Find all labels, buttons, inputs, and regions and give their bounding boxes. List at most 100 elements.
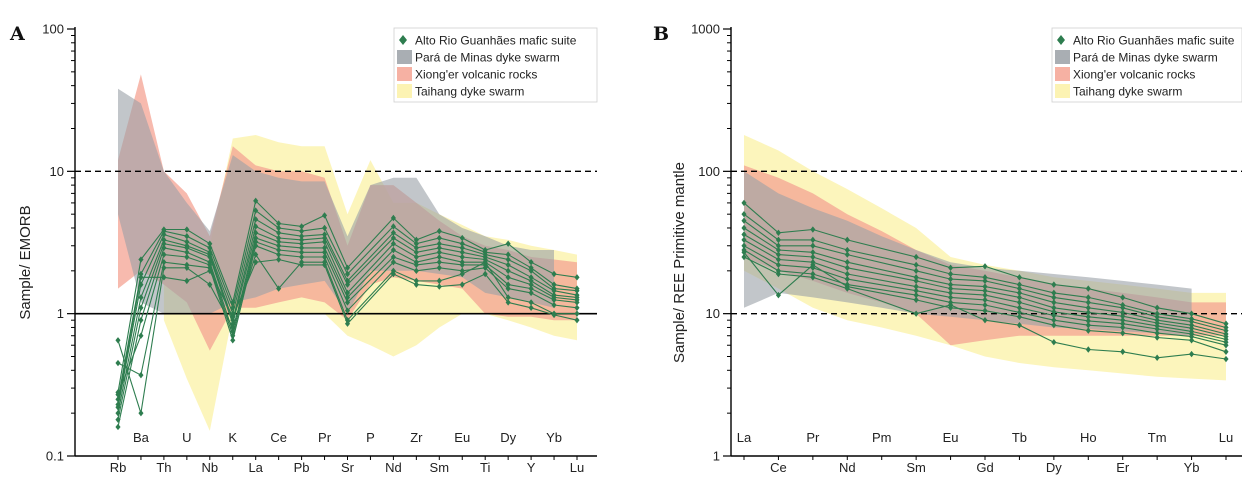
data-point [299,227,305,235]
data-point [1120,316,1126,324]
data-point [1051,281,1057,288]
data-point [184,264,190,272]
data-point [1085,321,1091,329]
data-point [1189,318,1195,325]
x-tick-label: Th [156,460,171,475]
data-point [528,274,534,281]
data-point [459,240,465,247]
data-point [982,307,988,314]
legend-entry: Pará de Minas dyke swarm [1055,50,1218,65]
data-point [551,301,557,309]
y-tick-label: 1000 [691,22,720,37]
data-point [413,261,419,269]
legend: Alto Rio Guanhães mafic suite Pará de Min… [393,27,598,103]
legend: Alto Rio Guanhães mafic suite Pará de Min… [1051,27,1242,103]
data-point [775,236,781,244]
data-point [207,244,213,252]
legend-swatch [397,67,412,81]
y-tick-label: 1 [57,306,64,321]
data-point [913,291,919,299]
data-point [1154,354,1160,361]
data-point [1189,333,1195,340]
data-point [230,313,236,321]
data-point [1016,309,1022,316]
x-tick-label: Ce [270,430,287,445]
data-point [913,277,919,285]
data-point [948,301,954,309]
data-point [775,256,781,263]
y-axis-label: Sample/ REE Primitive mantle [671,162,688,363]
data-point [505,285,511,292]
x-tick-label: Pr [806,430,820,445]
data-point [528,289,534,297]
data-point [207,253,213,261]
data-point [982,263,988,270]
data-point [551,296,557,304]
legend-label: Alto Rio Guanhães mafic suite [1073,34,1235,48]
data-point [413,267,419,275]
legend-swatch [397,84,412,98]
data-point [321,238,328,245]
x-tick-label: U [182,430,191,445]
x-tick-label: Sm [906,460,926,475]
data-point [551,311,557,319]
legend-marker-icon [1057,35,1065,45]
data-point [276,224,282,232]
data-point [982,291,988,299]
legend-entry: Taihang dyke swarm [1055,84,1182,99]
data-point [299,223,305,230]
data-point [344,320,351,327]
data-point [1016,274,1022,281]
legend-box [393,27,598,103]
series-line [743,249,1227,346]
data-point [321,212,328,219]
data-point [574,287,580,294]
data-point [1016,285,1022,292]
data-point [482,270,488,278]
data-point [115,401,121,408]
data-point [390,214,396,222]
legend-entry: Alto Rio Guanhães mafic suite [1057,34,1235,48]
data-point [436,227,442,235]
data-point [1189,310,1195,317]
data-point [1016,299,1022,306]
data-point [253,238,259,245]
data-point [1085,299,1091,306]
data-point [413,249,419,256]
sample-series [741,249,1229,355]
x-tick-label: Nd [385,460,402,475]
data-point [844,236,850,244]
data-point [138,270,144,278]
y-tick-label: 1 [713,449,720,464]
data-point [413,281,419,288]
data-point [253,234,259,242]
data-point [390,246,396,254]
series-line [117,241,578,395]
data-point [1085,309,1091,316]
legend-label: Pará de Minas dyke swarm [1073,51,1218,65]
data-point [948,294,954,301]
data-point [276,256,282,263]
data-point [574,304,580,311]
x-tick-label: Er [1116,460,1130,475]
data-point [390,253,396,261]
data-point [138,332,144,339]
data-point [505,261,511,269]
data-point [344,307,351,314]
data-point [161,227,167,235]
data-point [138,294,144,301]
data-point [344,264,351,272]
data-point [948,281,954,288]
data-point [276,220,282,227]
legend-label: Xiong'er volcanic rocks [1073,68,1195,82]
x-tick-label: Ho [1080,430,1097,445]
data-point [1051,299,1057,306]
data-point [982,283,988,290]
panel-label: A [9,23,25,45]
data-point [299,249,305,256]
data-point [138,304,144,311]
data-point [1154,334,1160,341]
data-point [253,223,259,230]
data-point [913,296,919,304]
data-point [161,231,167,238]
